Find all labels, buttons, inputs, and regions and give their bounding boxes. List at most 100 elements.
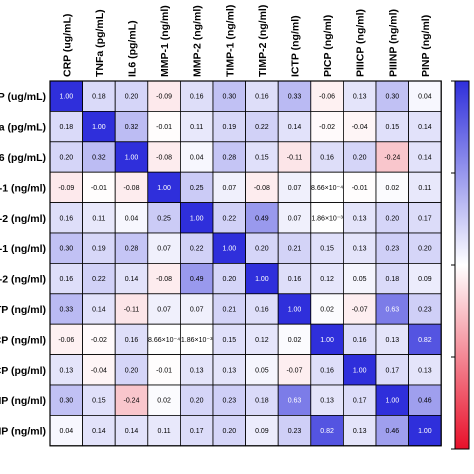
cell-label: 0.16 [353,337,367,344]
column-label: PICP (ng/ml) [322,15,334,77]
heatmap-cell [245,262,279,295]
cell-label: 1.00 [353,367,367,374]
heatmap-cell [245,111,279,143]
heatmap-cell [342,171,377,203]
cell-label: 0.05 [255,367,269,374]
cell-label: -0.02 [319,124,335,131]
column-label: IL6 (pg/mL) [127,20,139,77]
cell-label: 1.00 [190,215,204,222]
column-label: ICTP (ng/ml) [290,15,302,77]
heatmap-cell [375,262,409,295]
cell-label: 0.17 [418,215,432,222]
heatmap-cell [82,202,116,234]
cell-label: -0.11 [287,155,303,162]
cell-label: 0.46 [418,398,432,405]
cell-label: 0.11 [92,215,105,222]
heatmap-cell [212,323,246,356]
cell-label: 0.23 [385,246,399,253]
cell-label: 0.33 [59,307,73,314]
heatmap-cell [408,262,442,295]
cell-label: 0.25 [190,185,204,192]
cell-label: 0.49 [255,215,269,222]
cell-label: 1.00 [222,246,236,253]
cell-label: 0.11 [158,428,171,435]
heatmap-cell [114,202,149,234]
cell-label: 0.04 [190,155,204,162]
heatmap-cell [277,111,312,143]
heatmap-cell [114,262,149,295]
cell-label: 0.30 [59,398,73,405]
cell-label: 0.15 [255,155,269,162]
cell-label: 0.02 [157,398,171,405]
heatmap-cell [408,384,442,416]
heatmap-cell [147,141,181,173]
column-label: MMP-1 (ng/ml) [159,5,171,77]
heatmap-cell [375,111,409,143]
cell-label: 1.00 [92,124,106,131]
column-label: TIMP-2 (ng/ml) [257,5,269,77]
cell-label: 0.25 [157,215,171,222]
heatmap-cell [114,384,149,416]
cell-label: 0.23 [288,428,302,435]
cell-label: 0.32 [125,124,139,131]
heatmap-cell [277,384,312,416]
heatmap-cell [49,202,83,234]
cell-label: -0.01 [156,124,172,131]
colorbar [451,80,470,450]
cell-label: -0.08 [156,155,172,162]
cell-label: 0.13 [190,367,204,374]
cell-label: 1.86×10⁻³ [181,337,213,344]
row-label: NP (ng/ml) [0,426,46,438]
heatmap-cell [375,414,409,447]
cell-label: 0.13 [385,337,399,344]
heatmap-cell [310,232,344,264]
heatmap-cell [342,111,377,143]
cell-label: -0.06 [58,337,74,344]
cell-label: 0.16 [190,94,204,101]
heatmap-cell [375,354,409,386]
heatmap-cell [245,323,279,356]
colorbar-gradient [454,80,470,450]
cell-label: 0.07 [288,215,302,222]
cell-label: 0.63 [288,398,302,405]
cell-label: 0.16 [125,337,139,344]
cell-label: 1.00 [157,185,171,192]
cell-label: 0.07 [190,307,204,314]
cell-label: 0.14 [125,276,139,283]
row-label: NP (ng/ml) [0,395,46,407]
cell-label: 1.00 [59,94,73,101]
heatmap-cell [114,323,149,356]
cell-label: 8.66×10⁻⁴ [148,337,180,344]
cell-label: 0.13 [222,367,236,374]
row-label: RP (ug/mL) [0,91,46,103]
cell-label: 0.14 [418,155,432,162]
cell-label: 0.30 [222,94,236,101]
row-label: Fa (pg/mL) [0,122,46,134]
cell-label: 8.66×10⁻⁴ [311,185,343,192]
heatmap-cell [245,141,279,173]
cell-label: 0.15 [320,246,334,253]
cell-label: 0.22 [92,276,106,283]
cell-label: 0.23 [222,398,236,405]
heatmap-cell [179,141,214,173]
cell-label: 0.02 [385,185,399,192]
heatmap-cell [310,384,344,416]
heatmap-cell [408,354,442,386]
cell-label: 0.20 [190,398,204,405]
heatmap-cell [342,80,377,112]
heatmap-cell [82,414,116,447]
cell-label: 0.09 [255,428,269,435]
cell-label: 0.07 [157,307,171,314]
cell-label: 0.11 [418,185,431,192]
heatmap-cell [114,141,149,173]
cell-label: 0.20 [418,246,432,253]
cell-label: 1.00 [255,276,269,283]
cell-label: -0.08 [254,185,270,192]
heatmap-cell [408,232,442,264]
cell-label: 0.32 [92,155,106,162]
cell-label: -0.09 [58,185,74,192]
heatmap-cell [49,293,83,325]
cell-label: 0.16 [288,276,302,283]
heatmap-cell [147,111,181,143]
heatmap-cell [82,323,116,356]
